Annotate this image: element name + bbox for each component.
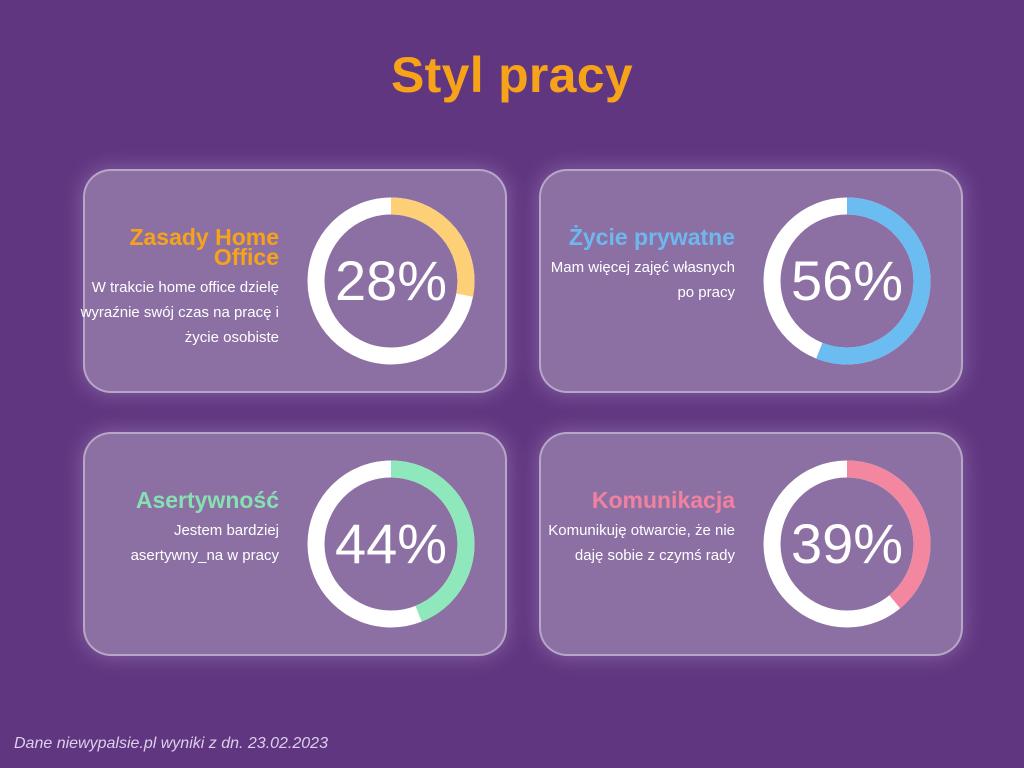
donut-value-arc	[763, 197, 931, 365]
card-text: Komunikacja Komunikuję otwarcie, że nie …	[535, 487, 735, 568]
card-text: Życie prywatne Mam więcej zajęć własnych…	[535, 224, 735, 305]
stat-card-assertiveness: Asertywność Jestem bardziej asertywny_na…	[83, 432, 507, 656]
card-description: Komunikuję otwarcie, że nie daję sobie z…	[548, 522, 735, 564]
card-title: Życie prywatne	[568, 224, 735, 250]
donut-chart	[307, 460, 475, 628]
donut-value-arc	[307, 460, 475, 628]
donut-chart	[763, 460, 931, 628]
page-title: Styl pracy	[390, 47, 633, 103]
donut-value-arc	[307, 197, 475, 365]
donut-chart	[307, 197, 475, 365]
donut-value-arc	[763, 460, 931, 628]
source-footnote: Dane niewypalsie.pl wyniki z dn. 23.02.2…	[14, 735, 328, 752]
stat-card-private-life: Życie prywatne Mam więcej zajęć własnych…	[539, 169, 963, 393]
donut-chart	[763, 197, 931, 365]
card-title: Asertywność	[135, 487, 279, 513]
card-description: Jestem bardziej asertywny_na w pracy	[130, 522, 279, 564]
percentage-label: 28%	[334, 249, 448, 312]
percentage-label: 56%	[790, 249, 904, 312]
stat-card-home-office: Zasady Home Office W trakcie home office…	[81, 169, 507, 393]
card-title: Zasady Home Office	[129, 224, 279, 270]
percentage-label: 39%	[790, 512, 904, 575]
stat-card-communication: Komunikacja Komunikuję otwarcie, że nie …	[539, 432, 963, 656]
card-title: Komunikacja	[591, 487, 735, 513]
percentage-label: 44%	[334, 512, 448, 575]
card-description: Mam więcej zajęć własnych po pracy	[550, 259, 735, 301]
card-text: Zasady Home Office W trakcie home office…	[79, 224, 279, 350]
card-text: Asertywność Jestem bardziej asertywny_na…	[79, 487, 279, 568]
card-description: W trakcie home office dzielę wyraźnie sw…	[80, 279, 279, 346]
